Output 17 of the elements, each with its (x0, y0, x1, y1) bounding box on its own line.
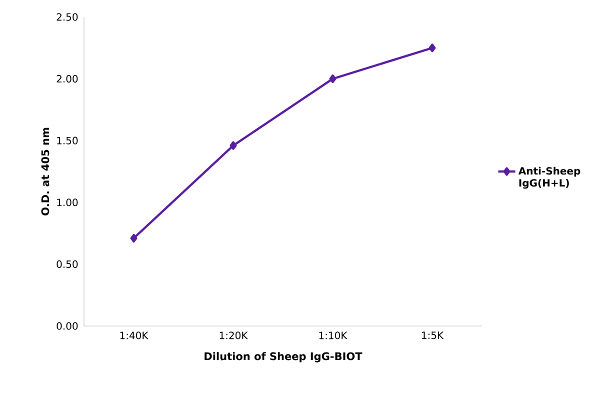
x-tick-label: 1:10K (319, 332, 348, 340)
y-tick-label: 2.50 (56, 13, 78, 21)
x-tick-label: 1:5K (422, 332, 444, 340)
point (130, 234, 138, 243)
legend-label: Anti-Sheep IgG(H+L) (518, 166, 580, 189)
x-axis-title: Dilution of Sheep IgG-BIOT (204, 352, 362, 362)
point (428, 44, 436, 52)
x-tick-label: 1:20K (220, 332, 248, 340)
point (329, 74, 336, 84)
x-tick-label: 1:40K (120, 332, 148, 340)
y-tick-label: 1.00 (57, 198, 78, 206)
y-tick-label: 0.00 (56, 322, 78, 330)
y-tick-label: 2.00 (56, 75, 78, 83)
point (230, 141, 237, 150)
y-tick-label: 0.50 (56, 260, 78, 268)
y-axis-title: O.D. at 405 nm (41, 128, 50, 216)
y-tick-label: 1.50 (57, 136, 78, 144)
